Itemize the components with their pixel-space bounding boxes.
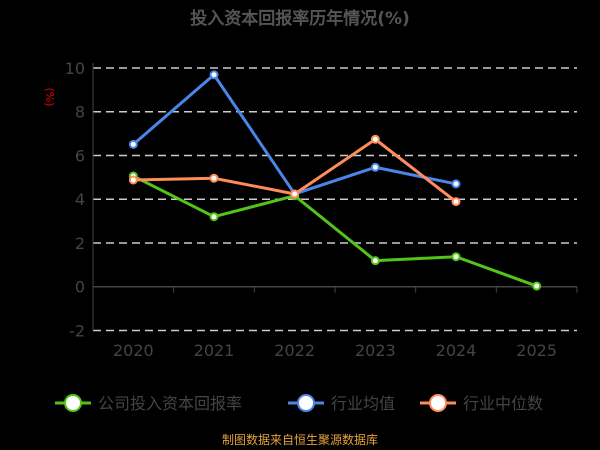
legend-label: 公司投入资本回报率 bbox=[98, 394, 242, 413]
chart-title: 投入资本回报率历年情况(%) bbox=[190, 8, 410, 29]
legend-label: 行业均值 bbox=[331, 394, 395, 413]
y-tick-label: 8 bbox=[75, 103, 85, 122]
legend-marker bbox=[64, 394, 82, 412]
x-tick-label: 2022 bbox=[274, 341, 315, 360]
data-point bbox=[451, 179, 461, 189]
y-tick-label: 4 bbox=[75, 190, 85, 209]
x-tick-label: 2020 bbox=[113, 341, 154, 360]
legend-marker bbox=[429, 394, 447, 412]
data-point bbox=[451, 197, 461, 207]
data-point bbox=[370, 256, 380, 266]
data-point bbox=[532, 281, 542, 291]
data-point bbox=[128, 139, 138, 149]
data-point bbox=[209, 173, 219, 183]
data-point bbox=[290, 189, 300, 199]
series-line bbox=[132, 72, 457, 196]
x-tick-label: 2024 bbox=[436, 341, 477, 360]
y-tick-label: 6 bbox=[75, 146, 85, 165]
x-tick-label: 2023 bbox=[355, 341, 396, 360]
x-tick-label: 2021 bbox=[194, 341, 235, 360]
y-axis-label: (%) bbox=[43, 87, 56, 106]
series-line bbox=[132, 174, 538, 288]
data-point bbox=[451, 252, 461, 262]
data-point bbox=[209, 212, 219, 222]
y-tick-label: 10 bbox=[65, 59, 85, 78]
source-note: 制图数据来自恒生聚源数据库 bbox=[222, 432, 378, 447]
data-point bbox=[370, 162, 380, 172]
y-tick-label: 2 bbox=[75, 234, 85, 253]
data-point bbox=[209, 70, 219, 80]
legend-marker bbox=[297, 394, 315, 412]
x-tick-label: 2025 bbox=[516, 341, 557, 360]
data-point bbox=[128, 175, 138, 185]
legend-label: 行业中位数 bbox=[463, 394, 543, 413]
y-tick-label: -2 bbox=[69, 321, 85, 340]
data-point bbox=[370, 134, 380, 144]
y-tick-label: 0 bbox=[75, 278, 85, 297]
